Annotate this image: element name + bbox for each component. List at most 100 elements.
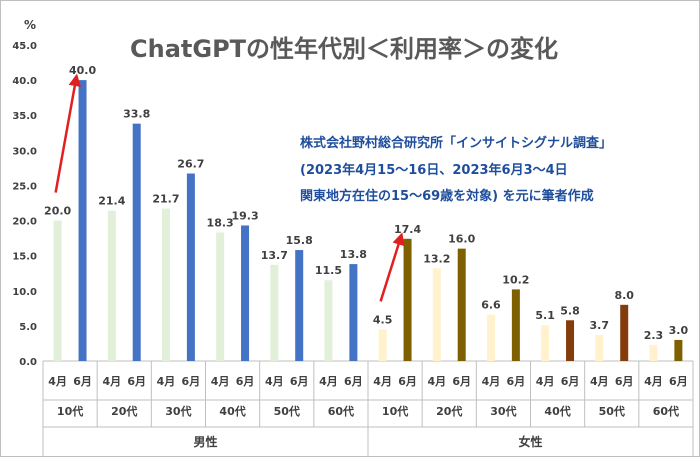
x-tick-month: 4月	[644, 375, 663, 388]
data-label-april: 2.3	[644, 329, 664, 342]
bar-june-1-0	[403, 238, 412, 361]
data-label-june: 3.0	[669, 324, 689, 337]
x-tick-month: 6月	[73, 375, 92, 388]
x-tick-month: 6月	[615, 375, 634, 388]
x-tick-month: 6月	[236, 375, 255, 388]
x-tick-age-group: 30代	[165, 404, 191, 418]
x-tick-age-group: 20代	[111, 404, 137, 418]
x-tick-month: 4月	[427, 375, 446, 388]
bar-april-1-3	[541, 325, 550, 361]
bar-april-0-0	[53, 220, 62, 361]
source-line-1: 株式会社野村総合研究所「インサイトシグナル調査」	[300, 136, 613, 151]
bar-june-0-3	[241, 225, 250, 361]
y-tick-label: 35.0	[12, 111, 37, 122]
x-tick-month: 4月	[590, 375, 609, 388]
bar-april-0-2	[161, 208, 170, 361]
x-tick-month: 4月	[373, 375, 392, 388]
x-tick-age-group: 60代	[653, 404, 679, 418]
data-label-april: 13.2	[423, 252, 450, 265]
x-tick-age-group: 50代	[274, 404, 300, 418]
data-label-april: 18.3	[207, 216, 234, 229]
x-tick-age-group: 50代	[599, 404, 625, 418]
y-axis-unit: %	[24, 18, 37, 32]
y-tick-label: 40.0	[12, 76, 37, 87]
data-label-april: 11.5	[315, 264, 342, 277]
bar-april-0-1	[107, 210, 116, 361]
x-tick-month: 4月	[482, 375, 501, 388]
y-tick-label: 0.0	[19, 357, 37, 368]
bar-april-0-5	[324, 280, 333, 361]
source-line-3: 関東地方在住の15～69歳を対象) を元に筆者作成	[300, 189, 594, 204]
trend-arrow	[379, 232, 405, 302]
data-label-april: 21.4	[98, 195, 125, 208]
data-label-april: 3.7	[590, 319, 610, 332]
y-tick-label: 30.0	[12, 146, 37, 157]
bar-june-0-2	[186, 173, 195, 361]
data-label-june: 13.8	[340, 248, 367, 261]
bar-june-0-5	[349, 264, 358, 361]
data-label-april: 5.1	[535, 309, 555, 322]
chart-title: ChatGPTの性年代別＜利用率＞の変化	[130, 35, 559, 63]
data-label-june: 19.3	[231, 209, 258, 222]
x-tick-month: 6月	[452, 375, 471, 388]
trend-arrow	[54, 73, 81, 193]
bar-june-1-4	[620, 304, 629, 361]
y-tick-label: 45.0	[12, 41, 37, 52]
y-tick-label: 5.0	[19, 322, 37, 333]
bar-june-1-5	[674, 339, 683, 361]
bar-april-1-5	[649, 344, 658, 361]
bar-june-1-3	[566, 320, 575, 361]
data-label-june: 33.8	[123, 108, 150, 121]
x-tick-age-group: 20代	[436, 404, 462, 418]
data-label-june: 16.0	[448, 233, 475, 246]
x-tick-month: 4月	[211, 375, 230, 388]
x-tick-month: 4月	[157, 375, 176, 388]
y-tick-label: 15.0	[12, 252, 37, 263]
y-tick-label: 25.0	[12, 181, 37, 192]
data-label-april: 21.7	[152, 193, 179, 206]
x-tick-age-group: 10代	[57, 404, 83, 418]
x-tick-month: 6月	[507, 375, 526, 388]
bar-june-1-2	[511, 289, 520, 361]
x-tick-month: 6月	[344, 375, 363, 388]
x-tick-gender: 女性	[518, 434, 542, 449]
data-label-june: 15.8	[286, 234, 313, 247]
x-tick-gender: 男性	[193, 434, 217, 449]
bar-june-0-0	[78, 80, 87, 361]
data-label-june: 26.7	[177, 158, 204, 171]
x-tick-age-group: 10代	[382, 404, 408, 418]
data-label-april: 6.6	[481, 299, 501, 312]
bar-june-0-4	[295, 250, 304, 361]
data-label-april: 4.5	[373, 313, 393, 326]
data-label-june: 40.0	[69, 64, 96, 77]
x-tick-month: 4月	[265, 375, 284, 388]
y-tick-label: 10.0	[12, 287, 37, 298]
x-tick-month: 4月	[319, 375, 338, 388]
x-tick-month: 4月	[48, 375, 67, 388]
x-tick-month: 6月	[182, 375, 201, 388]
bar-june-1-1	[457, 248, 466, 361]
x-tick-month: 6月	[290, 375, 309, 388]
data-label-april: 13.7	[261, 249, 288, 262]
bar-june-0-1	[132, 123, 141, 361]
data-label-april: 20.0	[44, 205, 71, 218]
bar-april-1-2	[486, 314, 495, 361]
x-tick-age-group: 30代	[490, 404, 516, 418]
x-tick-month: 6月	[398, 375, 417, 388]
bar-april-0-4	[270, 264, 279, 361]
bar-april-1-0	[378, 329, 387, 361]
x-tick-age-group: 40代	[544, 404, 570, 418]
source-line-2: (2023年4月15～16日、2023年6月3～4日	[300, 163, 568, 178]
x-tick-age-group: 60代	[328, 404, 354, 418]
bar-april-1-1	[432, 268, 441, 361]
x-tick-month: 6月	[669, 375, 688, 388]
data-label-june: 10.2	[502, 273, 529, 286]
bar-april-0-3	[216, 232, 225, 361]
x-tick-month: 6月	[127, 375, 146, 388]
bar-april-1-4	[595, 335, 604, 361]
data-label-june: 17.4	[394, 223, 421, 236]
data-label-june: 5.8	[560, 304, 580, 317]
x-tick-month: 4月	[102, 375, 121, 388]
